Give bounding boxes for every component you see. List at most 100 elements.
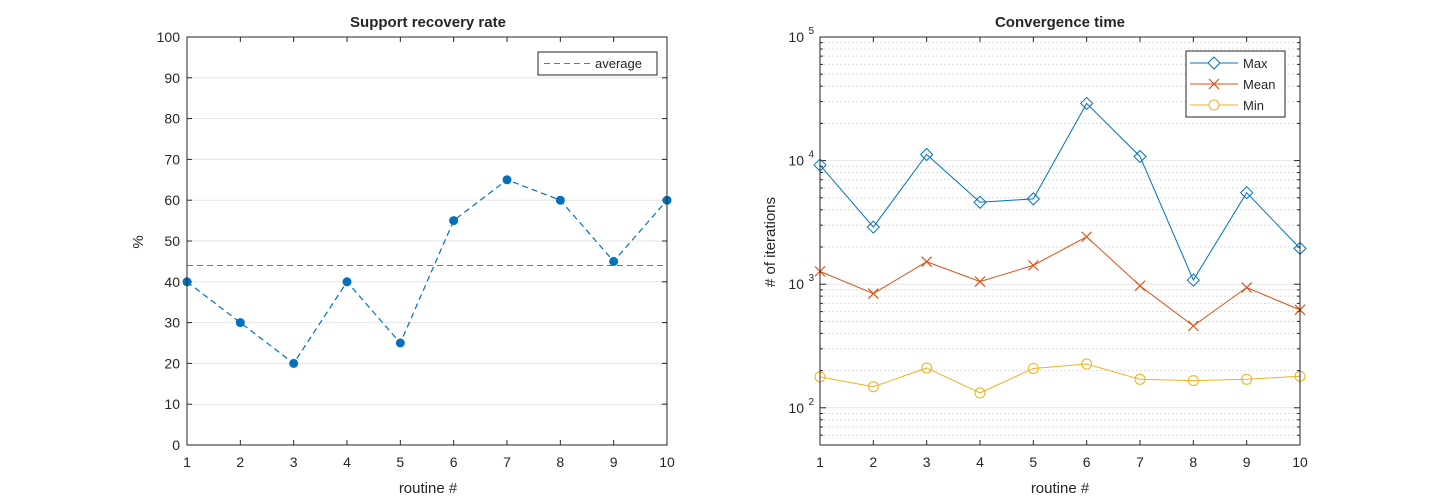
recovery-rate-point (609, 256, 619, 266)
y-tick-label: 60 (164, 192, 180, 208)
min-point (1134, 373, 1146, 385)
mean-line (819, 236, 1301, 327)
x-tick-label: 5 (396, 454, 404, 470)
y-tick-label: 10 (788, 29, 804, 45)
y-tick-label: 100 (157, 29, 181, 45)
x-tick-label: 2 (236, 454, 244, 470)
y-tick-label: 10 (788, 153, 804, 169)
mean-point (1081, 231, 1093, 243)
x-axis-label: routine # (1031, 480, 1090, 497)
min-point (921, 362, 933, 374)
x-tick-label: 6 (450, 454, 458, 470)
y-tick-label: 20 (164, 355, 180, 371)
legend-average-label: average (595, 56, 642, 71)
circle-marker-icon (1208, 99, 1220, 111)
x-tick-label: 5 (1029, 454, 1037, 470)
y-tick-label: 90 (164, 70, 180, 86)
legend-box (537, 51, 658, 76)
mean-point (1027, 259, 1039, 271)
convergence-time-plot: Convergence time routine # # of iteratio… (762, 14, 1308, 497)
mean-point (1241, 282, 1253, 293)
x-tick-label: 1 (816, 454, 824, 470)
legend: Max Mean Min (1185, 50, 1286, 118)
x-tick-label: 10 (1292, 454, 1308, 470)
chart-title: Convergence time (995, 14, 1125, 31)
y-tick-label: 10 (788, 276, 804, 292)
recovery-rate-line (186, 179, 668, 365)
max-point (1079, 96, 1094, 111)
legend-mean-entry: Mean (1190, 77, 1276, 92)
x-tick-label: 2 (869, 454, 877, 470)
support-recovery-rate-plot: Support recovery rate routine # % 0 10 20 3… (130, 14, 675, 497)
min-point (1187, 375, 1199, 387)
chart-title: Support recovery rate (350, 14, 506, 31)
y-tick-label: 10 (788, 400, 804, 416)
max-point (1186, 273, 1201, 287)
x-tick-label: 3 (290, 454, 298, 470)
x-axis-label: routine # (399, 480, 458, 497)
x-tick-label: 9 (1243, 454, 1251, 470)
legend-max-entry: Max (1190, 56, 1268, 71)
x-tick-label: 7 (503, 454, 511, 470)
mean-point (1187, 320, 1199, 332)
max-point (919, 147, 934, 162)
recovery-rate-point (502, 175, 512, 185)
y-tick-exponent: 5 (808, 26, 814, 37)
min-point (1027, 362, 1039, 374)
max-line (819, 102, 1301, 282)
y-tick-label: 30 (164, 315, 180, 331)
x-tick-label: 8 (1189, 454, 1197, 470)
recovery-rate-point (395, 338, 405, 348)
max-point (1026, 192, 1041, 206)
y-axis-label: % (130, 235, 147, 248)
mean-point (867, 288, 879, 299)
x-tick-label: 3 (923, 454, 931, 470)
legend: average (537, 51, 658, 76)
min-line (819, 363, 1301, 394)
legend-min-label: Min (1243, 98, 1264, 113)
y-tick-label: 40 (164, 274, 180, 290)
x-tick-label: 4 (343, 454, 351, 470)
min-point (867, 381, 879, 393)
diamond-marker-icon (1207, 56, 1221, 70)
legend-max-label: Max (1243, 56, 1268, 71)
y-tick-label: 80 (164, 111, 180, 127)
y-tick-label: 50 (164, 233, 180, 249)
legend-min-entry: Min (1190, 98, 1264, 113)
x-tick-label: 9 (610, 454, 618, 470)
y-axis-label: # of iterations (762, 197, 779, 287)
plot-area: 10 2 10 3 10 4 10 5 1 2 3 4 5 6 7 8 9 10 (788, 26, 1308, 470)
max-point (1133, 149, 1147, 164)
axes-box (819, 36, 1301, 446)
y-tick-label: 10 (164, 396, 180, 412)
max-point (973, 195, 987, 209)
y-tick-label: 0 (172, 437, 180, 453)
recovery-rate-point (449, 216, 459, 226)
min-point (974, 387, 986, 399)
recovery-rate-point (342, 277, 352, 287)
y-tick-exponent: 3 (808, 273, 814, 284)
recovery-rate-point (555, 195, 565, 205)
y-tick-exponent: 4 (808, 150, 814, 161)
x-tick-label: 10 (659, 454, 675, 470)
x-tick-label: 1 (183, 454, 191, 470)
y-tick-label: 70 (164, 151, 180, 167)
x-tick-label: 4 (976, 454, 984, 470)
min-point (1241, 373, 1253, 385)
mean-point (974, 276, 986, 288)
x-tick-label: 7 (1136, 454, 1144, 470)
x-marker-icon (1208, 78, 1220, 90)
y-tick-exponent: 2 (808, 397, 814, 408)
legend-mean-label: Mean (1243, 77, 1276, 92)
x-tick-label: 8 (556, 454, 564, 470)
recovery-rate-point (235, 318, 245, 328)
mean-point (921, 256, 933, 268)
axes-box (186, 36, 668, 446)
plot-area: 0 10 20 30 40 50 60 70 80 90 100 1 2 3 4 5 6 7 8 9 10 (157, 29, 675, 470)
max-point (1239, 185, 1254, 200)
x-tick-label: 6 (1083, 454, 1091, 470)
max-point (866, 220, 881, 234)
mean-point (1134, 280, 1146, 292)
recovery-rate-point (289, 358, 299, 368)
